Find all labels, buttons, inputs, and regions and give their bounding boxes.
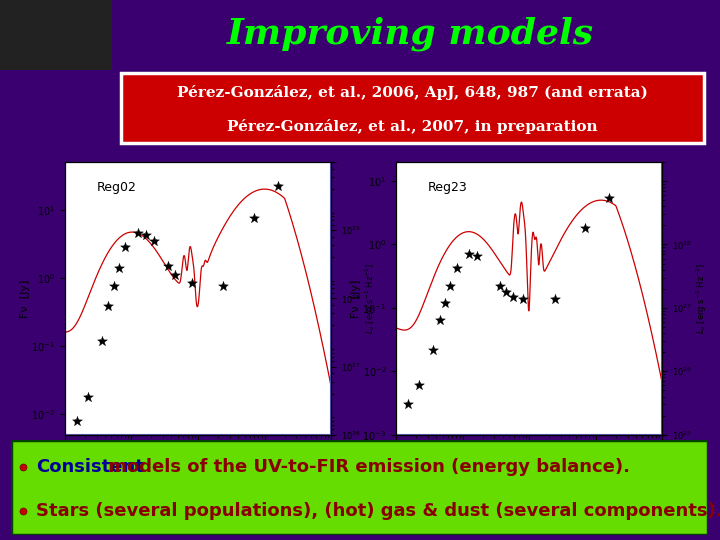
Point [494, 282, 505, 291]
X-axis label: λ  [μm]: λ [μm] [178, 460, 218, 470]
Point [102, 302, 114, 311]
Point [402, 400, 413, 409]
Text: models of the UV-to-FIR emission (energy balance).: models of the UV-to-FIR emission (energy… [102, 457, 630, 476]
Point [463, 249, 474, 258]
Y-axis label: $L_\nu\ [\mathrm{erg\ s^{-1}\ Hz^{-1}}]$: $L_\nu\ [\mathrm{erg\ s^{-1}\ Hz^{-1}}]$ [364, 263, 378, 334]
Point [451, 264, 462, 273]
X-axis label: λ  [μm]: λ [μm] [509, 460, 549, 470]
Point [148, 237, 160, 245]
Point [132, 229, 143, 238]
Point [549, 294, 560, 303]
Point [120, 243, 131, 252]
Y-axis label: Fν  [Jy]: Fν [Jy] [20, 279, 30, 318]
Point [272, 182, 284, 191]
Point [500, 287, 512, 296]
Y-axis label: Fν  [Jy]: Fν [Jy] [351, 279, 361, 318]
Point [413, 381, 425, 390]
Point [427, 345, 438, 354]
Text: Improving models: Improving models [227, 16, 594, 51]
Point [186, 278, 197, 287]
Point [603, 193, 615, 202]
FancyBboxPatch shape [11, 440, 708, 535]
Point [217, 282, 229, 291]
Text: Reg23: Reg23 [428, 181, 468, 194]
Point [433, 315, 445, 324]
FancyBboxPatch shape [121, 73, 703, 143]
Point [108, 282, 120, 291]
Text: Pérez-González, et al., 2007, in preparation: Pérez-González, et al., 2007, in prepara… [227, 119, 598, 133]
Point [82, 393, 94, 401]
Point [580, 224, 591, 233]
Point [248, 214, 260, 222]
Text: Pérez-González, et al., 2006, ApJ, 648, 987 (and errata): Pérez-González, et al., 2006, ApJ, 648, … [177, 85, 647, 100]
Point [472, 252, 483, 261]
Point [444, 282, 456, 291]
FancyBboxPatch shape [0, 0, 112, 70]
Text: Consistent: Consistent [36, 457, 144, 476]
Point [113, 264, 125, 272]
Point [71, 416, 82, 425]
Point [508, 292, 519, 301]
Point [517, 294, 528, 303]
Point [140, 231, 152, 240]
Text: Stars (several populations), (hot) gas & dust (several components).: Stars (several populations), (hot) gas &… [36, 502, 720, 520]
Point [439, 299, 451, 307]
Y-axis label: $L_\nu\ [\mathrm{erg\ s^{-1}\ Hz^{-1}}]$: $L_\nu\ [\mathrm{erg\ s^{-1}\ Hz^{-1}}]$ [695, 263, 709, 334]
Point [169, 271, 181, 279]
Text: Reg02: Reg02 [96, 181, 137, 194]
Point [96, 336, 107, 345]
Point [163, 261, 174, 270]
